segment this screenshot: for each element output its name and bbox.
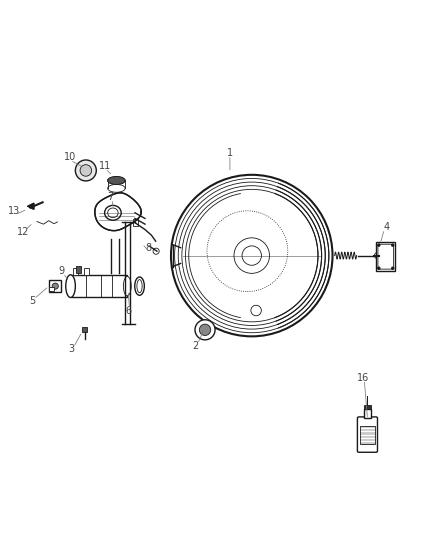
Circle shape — [391, 244, 395, 247]
FancyBboxPatch shape — [133, 220, 138, 227]
Ellipse shape — [108, 176, 125, 184]
Text: 12: 12 — [17, 228, 30, 237]
Text: 2: 2 — [192, 341, 198, 351]
Text: 16: 16 — [357, 373, 369, 383]
FancyBboxPatch shape — [49, 280, 61, 292]
FancyBboxPatch shape — [82, 327, 87, 333]
Circle shape — [195, 320, 215, 340]
Ellipse shape — [124, 277, 131, 296]
Text: 3: 3 — [68, 344, 74, 354]
Text: 4: 4 — [384, 222, 390, 232]
Text: 5: 5 — [29, 296, 35, 306]
Polygon shape — [95, 193, 141, 231]
FancyBboxPatch shape — [73, 268, 78, 275]
FancyBboxPatch shape — [360, 425, 375, 443]
FancyBboxPatch shape — [378, 244, 394, 269]
Circle shape — [199, 324, 211, 335]
Text: 10: 10 — [64, 152, 76, 163]
Text: 8: 8 — [145, 243, 152, 253]
FancyBboxPatch shape — [76, 265, 81, 272]
Circle shape — [80, 165, 92, 176]
FancyBboxPatch shape — [364, 405, 371, 409]
Text: 6: 6 — [125, 306, 131, 316]
Circle shape — [75, 160, 96, 181]
Text: 9: 9 — [59, 266, 65, 276]
Ellipse shape — [108, 184, 125, 192]
Circle shape — [391, 266, 395, 270]
Ellipse shape — [66, 275, 75, 297]
FancyBboxPatch shape — [84, 268, 89, 275]
Circle shape — [377, 244, 381, 247]
FancyBboxPatch shape — [364, 409, 371, 418]
Text: 11: 11 — [99, 161, 111, 171]
FancyBboxPatch shape — [49, 287, 53, 290]
FancyBboxPatch shape — [376, 243, 396, 271]
FancyBboxPatch shape — [357, 417, 378, 453]
Circle shape — [52, 283, 58, 289]
FancyBboxPatch shape — [71, 275, 127, 297]
Ellipse shape — [108, 176, 125, 184]
Text: 7: 7 — [108, 192, 114, 201]
Circle shape — [377, 266, 381, 270]
Polygon shape — [28, 203, 34, 209]
Text: 1: 1 — [227, 148, 233, 158]
Text: 13: 13 — [8, 206, 20, 216]
